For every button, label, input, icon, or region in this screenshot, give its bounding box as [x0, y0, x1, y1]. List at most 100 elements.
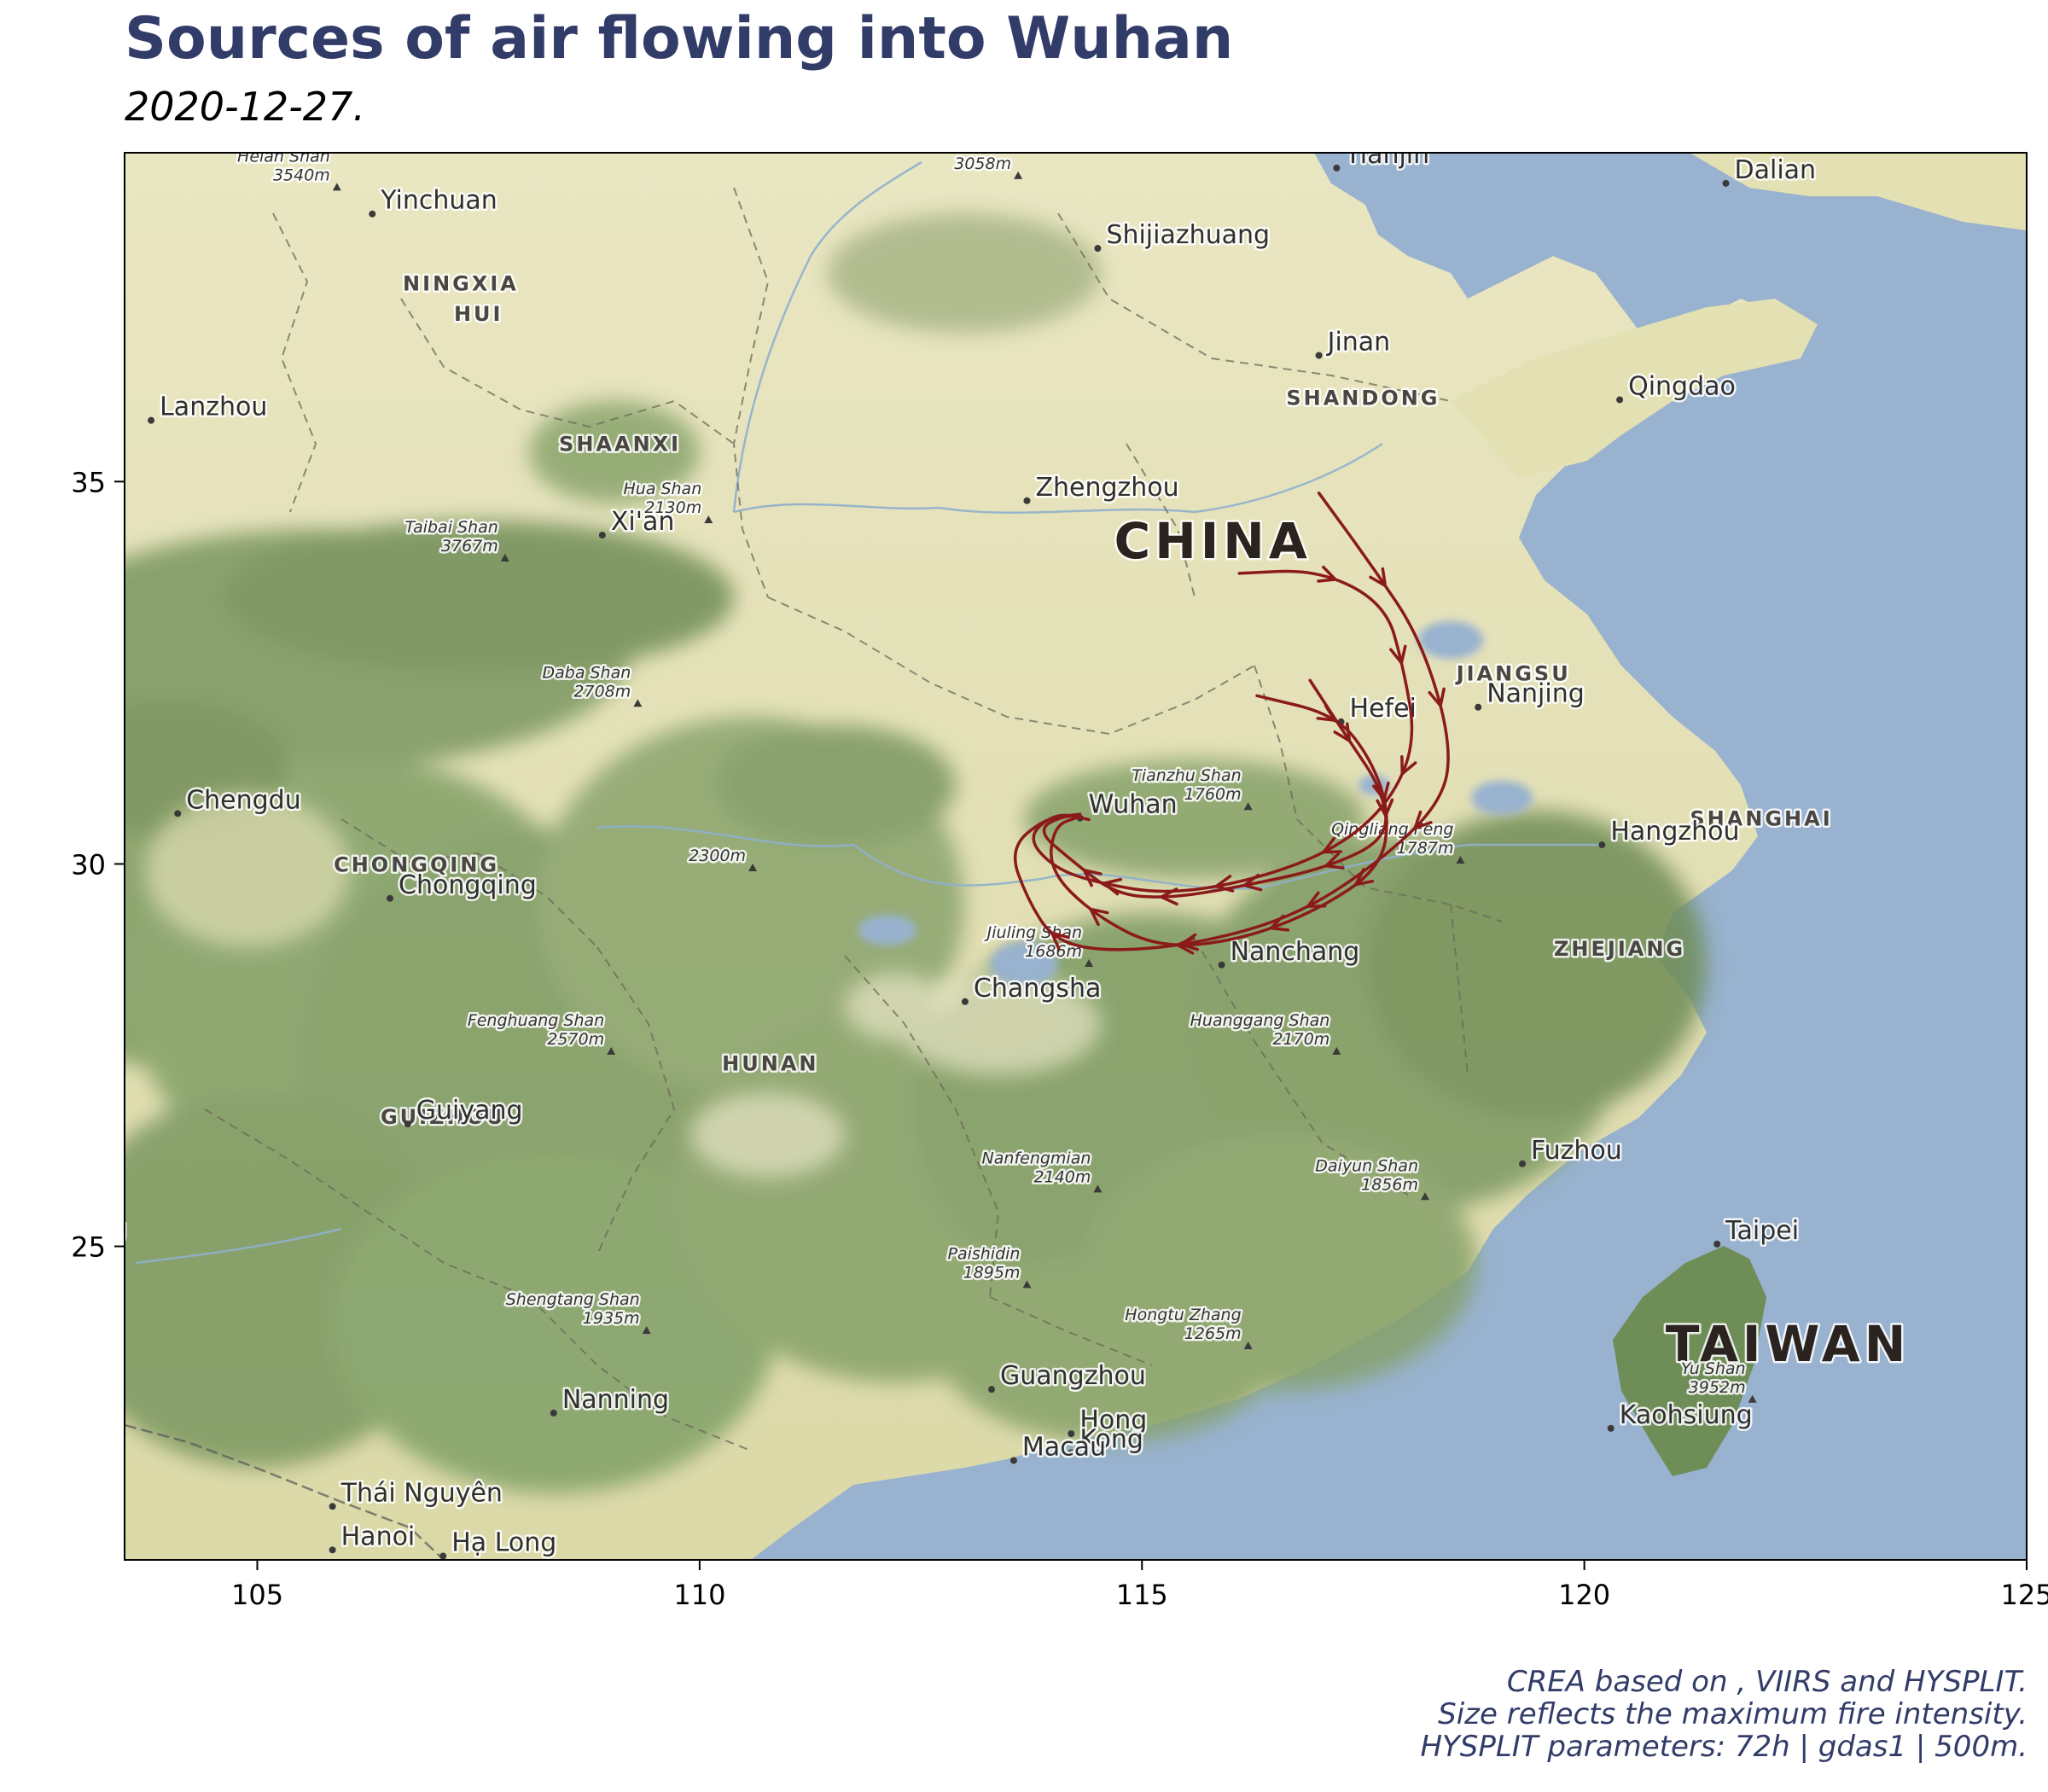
province-label: SHANGHAI — [1690, 807, 1832, 831]
peak-marker — [332, 183, 341, 191]
chart-title: Sources of air flowing into Wuhan — [125, 5, 1234, 73]
peak-marker — [1332, 1047, 1341, 1056]
city-label: Hefei — [1350, 694, 1417, 724]
city-dot — [148, 416, 155, 424]
peak-marker — [748, 863, 758, 871]
city-dot — [1333, 164, 1341, 172]
trajectory-arrow — [1176, 936, 1196, 955]
city-label: Dalian — [1735, 155, 1817, 185]
peak-name: Jiuling Shan — [984, 923, 1082, 942]
city-dot — [369, 210, 376, 218]
trajectory-line — [1050, 694, 1388, 947]
trajectory-arrow — [1322, 836, 1342, 854]
city-label: Hong — [1079, 1405, 1147, 1435]
city-dot — [404, 1120, 411, 1128]
map-labels: CHINA TAIWAN NINGXIA HUI SHAANXI SHANDONG JIAN… — [50, 140, 1908, 1560]
peak-marker — [1243, 802, 1253, 811]
city-dot — [439, 1552, 447, 1560]
city-dot — [1722, 179, 1730, 187]
city-label: Hangzhou — [1610, 817, 1739, 847]
peak-elevation: 3540m — [273, 166, 330, 184]
peak-name: Daba Shan — [542, 663, 631, 682]
city-dot — [1616, 396, 1624, 404]
city-dot — [1713, 1240, 1721, 1248]
city-label: Qingdao — [1628, 371, 1736, 401]
peak-name: Fenghuang Shan — [468, 1011, 604, 1030]
trajectory-line — [1013, 492, 1450, 951]
peak-name: Huanggang Shan — [1190, 1011, 1330, 1030]
peak-elevation: 2170m — [1272, 1030, 1329, 1049]
trajectory-arrow — [1400, 754, 1417, 776]
peak-marker — [1243, 1341, 1253, 1350]
basemap — [125, 153, 2027, 1560]
peak-elevation: 3058m — [954, 154, 1011, 173]
caption: CREA based on , VIIRS and HYSPLIT. Size … — [1420, 1666, 2028, 1763]
city-label: Changsha — [974, 974, 1101, 1004]
taiwan-island — [1613, 1246, 1766, 1476]
x-tick-label: 110 — [673, 1579, 725, 1611]
y-tick-label: 30 — [71, 848, 106, 881]
peak-name: Hua Shan — [623, 480, 701, 498]
trajectory-arrow — [1324, 852, 1345, 870]
city-label: Guiyang — [416, 1096, 523, 1126]
trajectory-arrow — [1242, 873, 1263, 892]
city-dot — [50, 1239, 57, 1246]
city-dot — [1068, 1430, 1075, 1438]
rivers — [136, 160, 1604, 1265]
city-label: Hanoi — [341, 1521, 416, 1551]
city-label: Thái Nguyên — [340, 1478, 503, 1508]
city-dot — [598, 532, 606, 539]
city-label: Tianjin — [1344, 140, 1429, 170]
trajectory-line — [1032, 569, 1414, 893]
peak-name: Yu Shan — [1681, 1359, 1746, 1378]
city-dot — [1519, 1160, 1527, 1167]
city-label: Chengdu — [186, 785, 301, 815]
peak-name: Taibai Shan — [404, 518, 497, 537]
peak-elevation: 2570m — [547, 1030, 604, 1049]
peak-elevation: 1856m — [1361, 1175, 1418, 1194]
city-label: Taipei — [1725, 1216, 1799, 1246]
trajectory-arrow — [1389, 644, 1407, 665]
city-dot — [174, 810, 182, 817]
city-label: Nanchang — [1231, 937, 1360, 967]
peak-elevation: 3952m — [1689, 1378, 1746, 1397]
chart-subtitle: 2020-12-27. — [125, 84, 365, 130]
peak-marker — [1022, 1280, 1032, 1289]
city-dot — [1607, 1424, 1615, 1432]
x-tick-label: 125 — [2000, 1579, 2048, 1611]
peak-elevation: 2708m — [573, 682, 631, 701]
trajectory-arrow — [1269, 914, 1290, 932]
province-label: ZHEJIANG — [1554, 937, 1685, 961]
peak-marker — [1456, 855, 1465, 864]
country-border — [125, 1423, 445, 1560]
country-label: CHINA — [1114, 512, 1312, 570]
trajectory-arrow — [1428, 687, 1446, 707]
province-label: SHAANXI — [559, 433, 681, 457]
city-dot — [1598, 841, 1606, 849]
x-tick-label: 105 — [231, 1579, 283, 1611]
city-label: Kong — [1079, 1425, 1143, 1455]
peak-name: Hongtu Zhang — [1125, 1306, 1241, 1324]
trajectory-arrow — [1372, 781, 1390, 801]
trajectory-arrow — [1160, 887, 1178, 906]
province-label: HUNAN — [722, 1051, 818, 1075]
city-dot — [1023, 497, 1031, 504]
caption-line: CREA based on , VIIRS and HYSPLIT. — [1506, 1665, 2028, 1699]
x-tick-label: 120 — [1558, 1579, 1610, 1611]
peak-elevation: 1935m — [583, 1309, 640, 1328]
peak-name: Daiyun Shan — [1315, 1156, 1418, 1175]
city-label: Guangzhou — [1000, 1361, 1146, 1391]
city-label: Jinan — [1326, 327, 1391, 357]
peak-marker — [1014, 171, 1023, 179]
lakes — [858, 621, 1533, 986]
peak-marker — [1421, 1192, 1430, 1201]
peak-elevation: 1760m — [1184, 785, 1242, 804]
trajectory-arrow — [1333, 722, 1352, 742]
trajectory-arrow — [1413, 810, 1433, 830]
peak-elevation: 1787m — [1397, 839, 1454, 858]
trajectory-arrow — [1369, 567, 1388, 588]
city-label: Shijiazhuang — [1106, 220, 1270, 250]
province-borders — [204, 187, 1503, 1452]
city-label: Nanning — [562, 1385, 669, 1415]
